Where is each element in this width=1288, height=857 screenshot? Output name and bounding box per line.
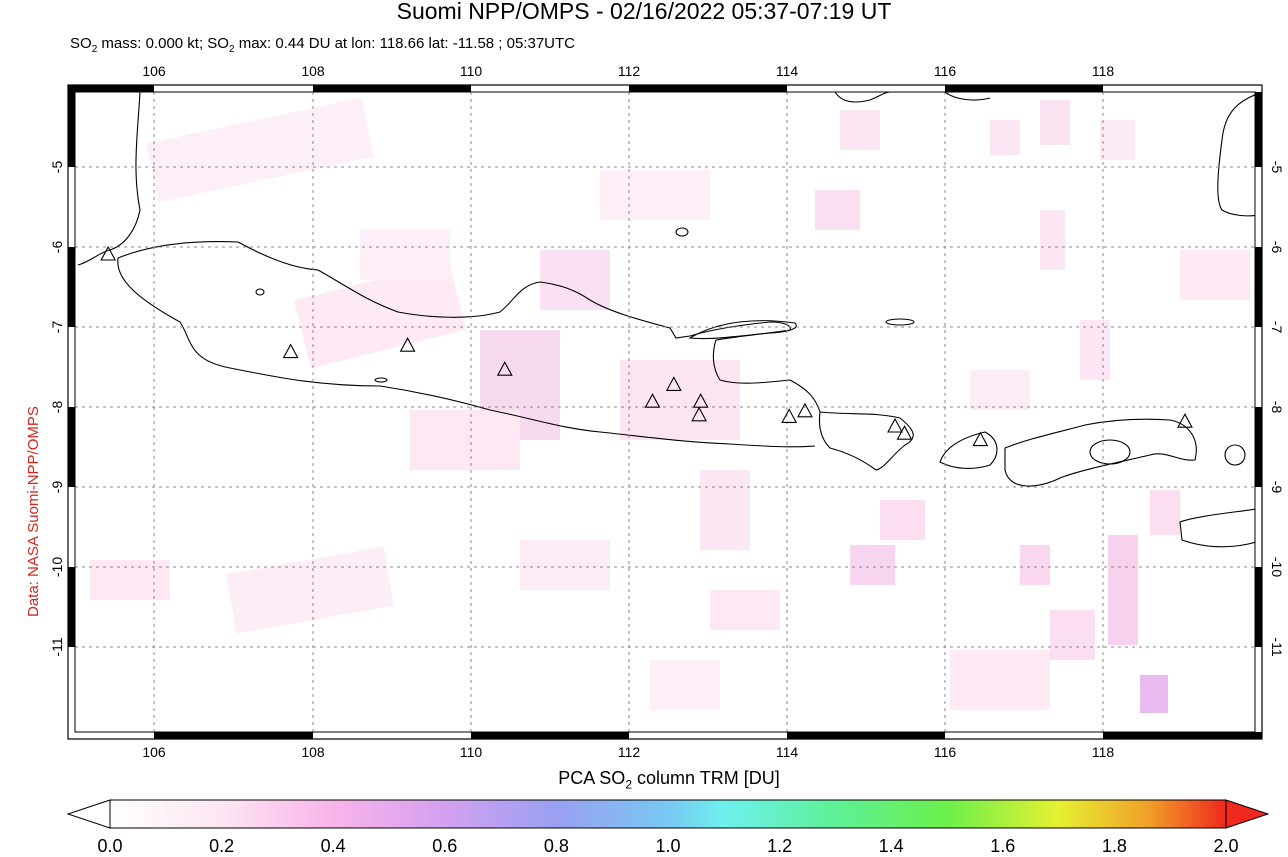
coastlines [77,92,1255,548]
map-border [67,84,1263,740]
colorbar-tick-label: 0.2 [209,836,235,856]
lat-label-right-10: -10 [1269,557,1285,577]
colorbar-tick-label: 0.0 [97,836,123,856]
lat-label-left-10: -10 [49,557,65,577]
subtitle-sub1: 2 [91,44,98,55]
volcano-marker [887,417,903,433]
colorbar-tick-label: 1.8 [1101,836,1127,856]
gridlines [75,92,1255,732]
volcano-markers [100,245,1193,447]
volcano-marker [781,408,798,423]
lat-label-right-11: -11 [1269,637,1285,656]
lon-label-top-110: 110 [460,63,483,79]
lon-label-bottom-112: 112 [618,744,641,760]
colorbar-tick-label: 0.4 [320,836,346,856]
colorbar-tick-label: 2.0 [1213,836,1239,856]
subtitle-sub2: 2 [228,44,235,55]
volcano-marker [1177,413,1193,428]
colorbar-tick-label: 1.6 [990,836,1016,856]
lon-label-bottom-118: 118 [1092,744,1115,760]
lat-label-right-5: -5 [1269,161,1285,174]
lat-label-left-9: -9 [49,481,65,494]
lat-label-left-6: -6 [49,241,65,254]
volcano-marker [691,406,708,422]
lat-label-left-8: -8 [49,401,65,414]
lat-label-right-7: -7 [1269,321,1285,334]
subtitle-part2: mass: 0.000 kt; SO [97,35,229,52]
lat-label-right-9: -9 [1269,481,1285,494]
colorbar-tick-label: 0.8 [543,836,569,856]
colorbar-title-part1: PCA SO [558,768,626,788]
lon-label-top-112: 112 [618,63,641,79]
lon-label-top-114: 114 [776,63,799,79]
colorbar-tick-label: 1.2 [767,836,793,856]
colorbar-title: PCA SO2 column TRM [DU] [0,768,1288,792]
lat-label-left-7: -7 [49,321,65,334]
lat-label-right-6: -6 [1269,241,1285,254]
volcano-marker [399,337,416,352]
volcano-marker [797,402,813,418]
volcano-marker [644,393,661,408]
lon-label-bottom-110: 110 [460,744,483,760]
volcano-marker [896,425,913,440]
colorbar-left-arrow [66,799,111,829]
lon-label-top-118: 118 [1092,63,1115,79]
volcano-marker [282,343,299,359]
colorbar-tick-label: 1.0 [655,836,681,856]
volcano-marker [692,393,709,408]
colorbar-title-sub: 2 [625,777,632,792]
lat-label-left-11: -11 [49,637,65,656]
colorbar [66,799,1270,829]
lat-label-right-8: -8 [1269,401,1285,414]
lon-label-top-108: 108 [301,63,325,79]
volcano-marker [100,245,117,261]
left-lat-labels: -5 -6 -7 -8 -9 -10 -11 [49,161,65,657]
right-lat-labels: -5 -6 -7 -8 -9 -10 -11 [1269,161,1285,657]
colorbar-right-arrow [1225,799,1270,829]
colorbar-tick-label: 0.6 [432,836,458,856]
lon-label-bottom-114: 114 [776,744,799,760]
top-lon-labels: 106 108 110 112 114 116 118 [142,63,1114,79]
volcano-marker [972,431,989,447]
lat-label-left-5: -5 [49,161,65,174]
bottom-lon-labels: 106 108 110 112 114 116 118 [142,744,1114,760]
subtitle-part1: SO [70,35,92,52]
lon-label-bottom-108: 108 [301,744,325,760]
map-title: Suomi NPP/OMPS - 02/16/2022 05:37-07:19 … [396,0,892,24]
lon-label-bottom-116: 116 [934,744,957,760]
colorbar-ramp [109,799,1227,829]
subtitle-part3: max: 0.44 DU at lon: 118.66 lat: -11.58 … [234,35,575,52]
map-subtitle: SO2 mass: 0.000 kt; SO2 max: 0.44 DU at … [70,35,575,55]
so2-field [90,97,1250,713]
volcano-marker [665,376,682,391]
lon-label-top-116: 116 [934,63,957,79]
colorbar-title-part2: column TRM [DU] [632,768,780,788]
lon-label-bottom-106: 106 [142,744,166,760]
colorbar-tick-label: 1.4 [878,836,904,856]
lon-label-top-106: 106 [142,63,166,79]
volcano-marker [496,361,513,376]
